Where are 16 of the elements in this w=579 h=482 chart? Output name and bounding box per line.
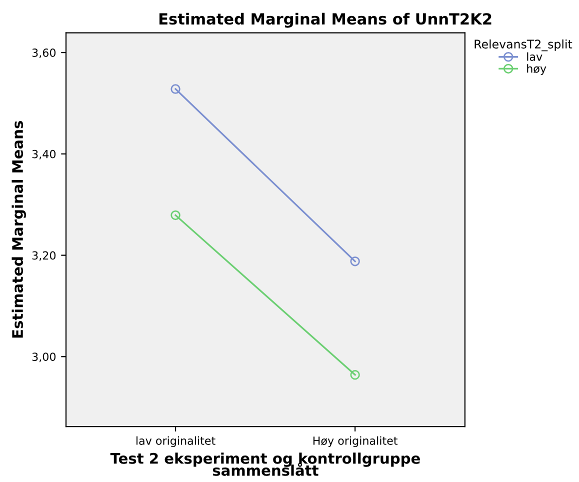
point bbox=[350, 256, 360, 266]
x-tick-label: Høy originalitet bbox=[313, 436, 398, 448]
point bbox=[350, 370, 360, 380]
y-tick-label: 3,00 bbox=[32, 352, 56, 362]
point bbox=[170, 210, 180, 220]
legend-label: høy bbox=[527, 64, 546, 75]
y-tick-label: 3,40 bbox=[32, 150, 56, 160]
legend-label: lav bbox=[527, 52, 542, 61]
x-tick-label: lav originalitet bbox=[136, 436, 216, 448]
chart-title: Estimated Marginal Means of UnnT2K2 bbox=[159, 12, 492, 28]
y-tick-label: 3,60 bbox=[32, 48, 56, 58]
y-tick-label: 3,20 bbox=[32, 251, 56, 261]
legend-title: RelevansT2_split bbox=[474, 39, 572, 52]
y-axis-title: Estimated Marginal Means bbox=[12, 121, 26, 338]
point bbox=[170, 84, 180, 94]
x-axis-title: Test 2 eksperiment og kontrollgruppe sammenslått bbox=[110, 452, 420, 476]
